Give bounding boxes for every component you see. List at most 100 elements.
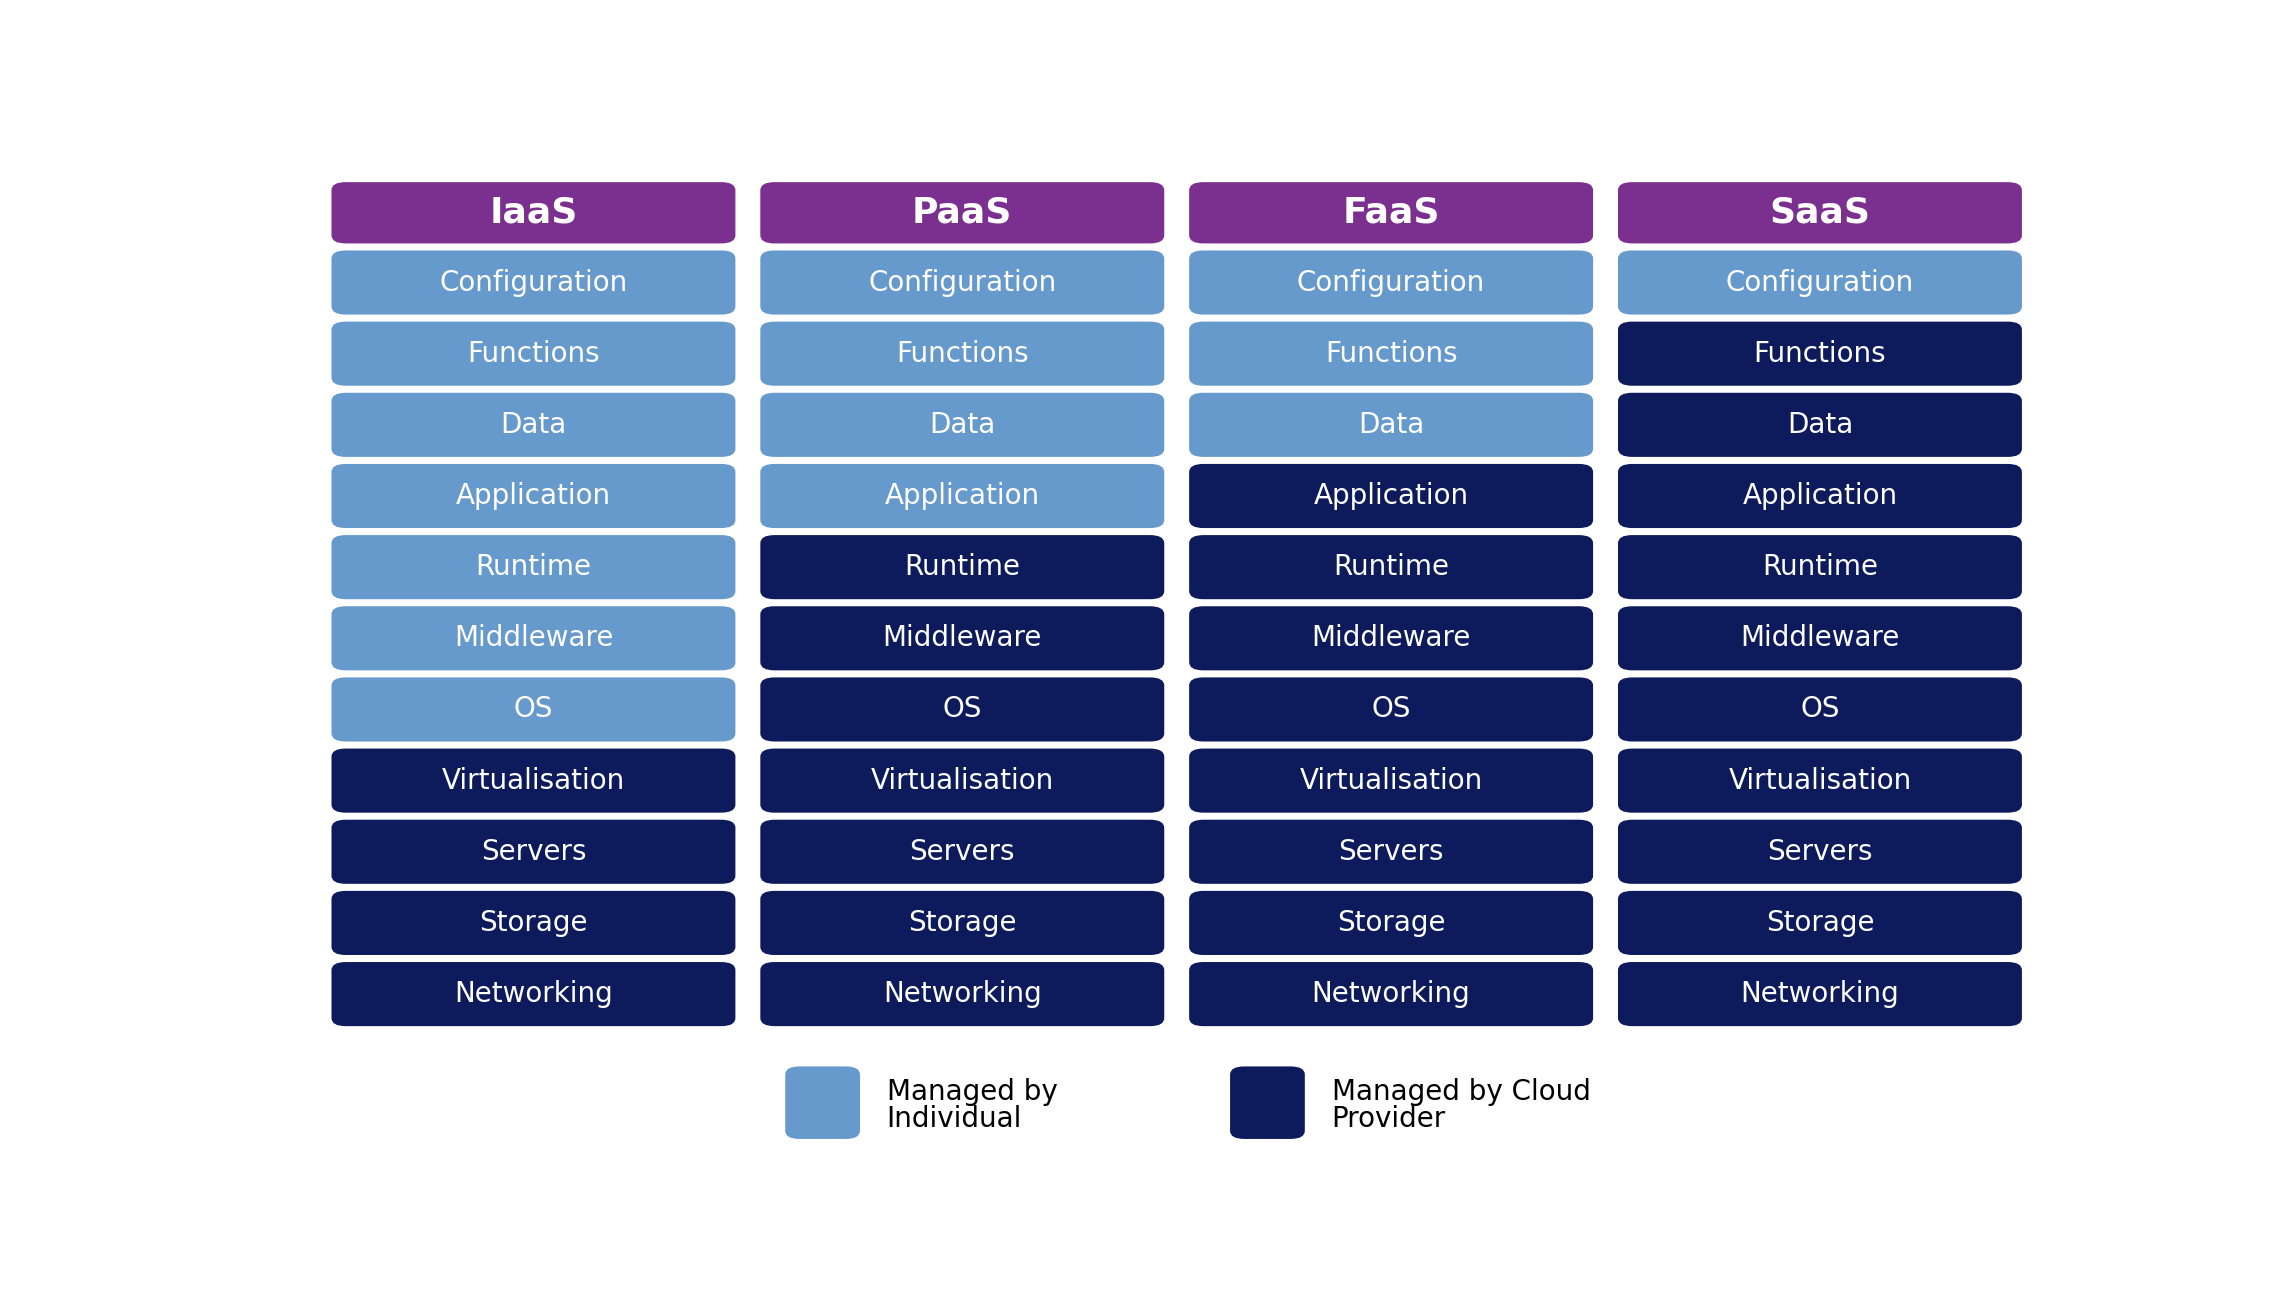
- Text: Virtualisation: Virtualisation: [870, 766, 1054, 795]
- FancyBboxPatch shape: [331, 464, 735, 528]
- FancyBboxPatch shape: [785, 1066, 861, 1139]
- FancyBboxPatch shape: [1189, 820, 1593, 884]
- FancyBboxPatch shape: [1619, 820, 2023, 884]
- Text: Configuration: Configuration: [868, 268, 1056, 297]
- FancyBboxPatch shape: [1619, 322, 2023, 386]
- FancyBboxPatch shape: [1619, 606, 2023, 671]
- FancyBboxPatch shape: [331, 678, 735, 742]
- FancyBboxPatch shape: [760, 678, 1164, 742]
- FancyBboxPatch shape: [760, 820, 1164, 884]
- Text: Application: Application: [1743, 481, 1896, 510]
- Text: Middleware: Middleware: [1740, 624, 1899, 653]
- Text: IaaS: IaaS: [489, 196, 579, 230]
- Text: Configuration: Configuration: [1297, 268, 1486, 297]
- Text: Managed by: Managed by: [886, 1078, 1058, 1105]
- FancyBboxPatch shape: [1189, 891, 1593, 955]
- Text: Networking: Networking: [1311, 980, 1469, 1008]
- Text: Middleware: Middleware: [882, 624, 1042, 653]
- Text: Functions: Functions: [1325, 340, 1458, 368]
- FancyBboxPatch shape: [1619, 678, 2023, 742]
- FancyBboxPatch shape: [331, 606, 735, 671]
- Text: Data: Data: [930, 411, 996, 438]
- Text: Networking: Networking: [1740, 980, 1899, 1008]
- FancyBboxPatch shape: [760, 961, 1164, 1027]
- Text: Data: Data: [501, 411, 567, 438]
- Text: Servers: Servers: [480, 837, 585, 866]
- FancyBboxPatch shape: [1619, 748, 2023, 812]
- FancyBboxPatch shape: [1619, 464, 2023, 528]
- FancyBboxPatch shape: [760, 606, 1164, 671]
- FancyBboxPatch shape: [760, 250, 1164, 314]
- FancyBboxPatch shape: [760, 891, 1164, 955]
- Text: FaaS: FaaS: [1343, 196, 1440, 230]
- Text: Provider: Provider: [1332, 1105, 1446, 1133]
- FancyBboxPatch shape: [331, 250, 735, 314]
- FancyBboxPatch shape: [331, 891, 735, 955]
- FancyBboxPatch shape: [331, 820, 735, 884]
- Text: Servers: Servers: [1339, 837, 1444, 866]
- Text: Networking: Networking: [455, 980, 613, 1008]
- Text: Runtime: Runtime: [475, 553, 592, 581]
- Text: Functions: Functions: [1754, 340, 1887, 368]
- FancyBboxPatch shape: [1189, 961, 1593, 1027]
- FancyBboxPatch shape: [1189, 182, 1593, 243]
- FancyBboxPatch shape: [760, 748, 1164, 812]
- FancyBboxPatch shape: [1619, 535, 2023, 599]
- FancyBboxPatch shape: [1619, 891, 2023, 955]
- Text: OS: OS: [1371, 696, 1410, 723]
- Text: Storage: Storage: [1336, 909, 1446, 937]
- Text: Managed by Cloud: Managed by Cloud: [1332, 1078, 1591, 1105]
- Text: Virtualisation: Virtualisation: [1729, 766, 1913, 795]
- Text: SaaS: SaaS: [1770, 196, 1871, 230]
- Text: Individual: Individual: [886, 1105, 1022, 1133]
- Text: Servers: Servers: [1768, 837, 1874, 866]
- FancyBboxPatch shape: [1189, 535, 1593, 599]
- FancyBboxPatch shape: [1189, 464, 1593, 528]
- FancyBboxPatch shape: [1619, 250, 2023, 314]
- Text: Networking: Networking: [884, 980, 1042, 1008]
- FancyBboxPatch shape: [331, 182, 735, 243]
- Text: Storage: Storage: [1766, 909, 1874, 937]
- Text: Functions: Functions: [466, 340, 599, 368]
- FancyBboxPatch shape: [331, 392, 735, 456]
- FancyBboxPatch shape: [1189, 678, 1593, 742]
- Text: Middleware: Middleware: [455, 624, 613, 653]
- Text: Functions: Functions: [895, 340, 1029, 368]
- FancyBboxPatch shape: [1189, 748, 1593, 812]
- Text: Storage: Storage: [480, 909, 588, 937]
- Text: Runtime: Runtime: [1761, 553, 1878, 581]
- FancyBboxPatch shape: [760, 322, 1164, 386]
- Text: Virtualisation: Virtualisation: [1300, 766, 1483, 795]
- FancyBboxPatch shape: [1189, 606, 1593, 671]
- Text: Runtime: Runtime: [1334, 553, 1449, 581]
- FancyBboxPatch shape: [331, 322, 735, 386]
- Text: Storage: Storage: [907, 909, 1017, 937]
- Text: Servers: Servers: [909, 837, 1015, 866]
- Text: Middleware: Middleware: [1311, 624, 1472, 653]
- FancyBboxPatch shape: [1189, 250, 1593, 314]
- FancyBboxPatch shape: [1619, 961, 2023, 1027]
- Text: OS: OS: [514, 696, 553, 723]
- FancyBboxPatch shape: [760, 182, 1164, 243]
- Text: Data: Data: [1357, 411, 1424, 438]
- Text: OS: OS: [1800, 696, 1839, 723]
- Text: Configuration: Configuration: [439, 268, 627, 297]
- FancyBboxPatch shape: [331, 748, 735, 812]
- Text: PaaS: PaaS: [912, 196, 1013, 230]
- Text: Application: Application: [884, 481, 1040, 510]
- FancyBboxPatch shape: [1189, 392, 1593, 456]
- Text: Runtime: Runtime: [905, 553, 1019, 581]
- Text: Application: Application: [1313, 481, 1469, 510]
- FancyBboxPatch shape: [331, 961, 735, 1027]
- FancyBboxPatch shape: [760, 535, 1164, 599]
- Text: OS: OS: [944, 696, 983, 723]
- FancyBboxPatch shape: [1619, 182, 2023, 243]
- Text: Configuration: Configuration: [1727, 268, 1915, 297]
- FancyBboxPatch shape: [760, 392, 1164, 456]
- FancyBboxPatch shape: [760, 464, 1164, 528]
- Text: Virtualisation: Virtualisation: [441, 766, 625, 795]
- Text: Data: Data: [1786, 411, 1853, 438]
- FancyBboxPatch shape: [1619, 392, 2023, 456]
- FancyBboxPatch shape: [1231, 1066, 1304, 1139]
- FancyBboxPatch shape: [331, 535, 735, 599]
